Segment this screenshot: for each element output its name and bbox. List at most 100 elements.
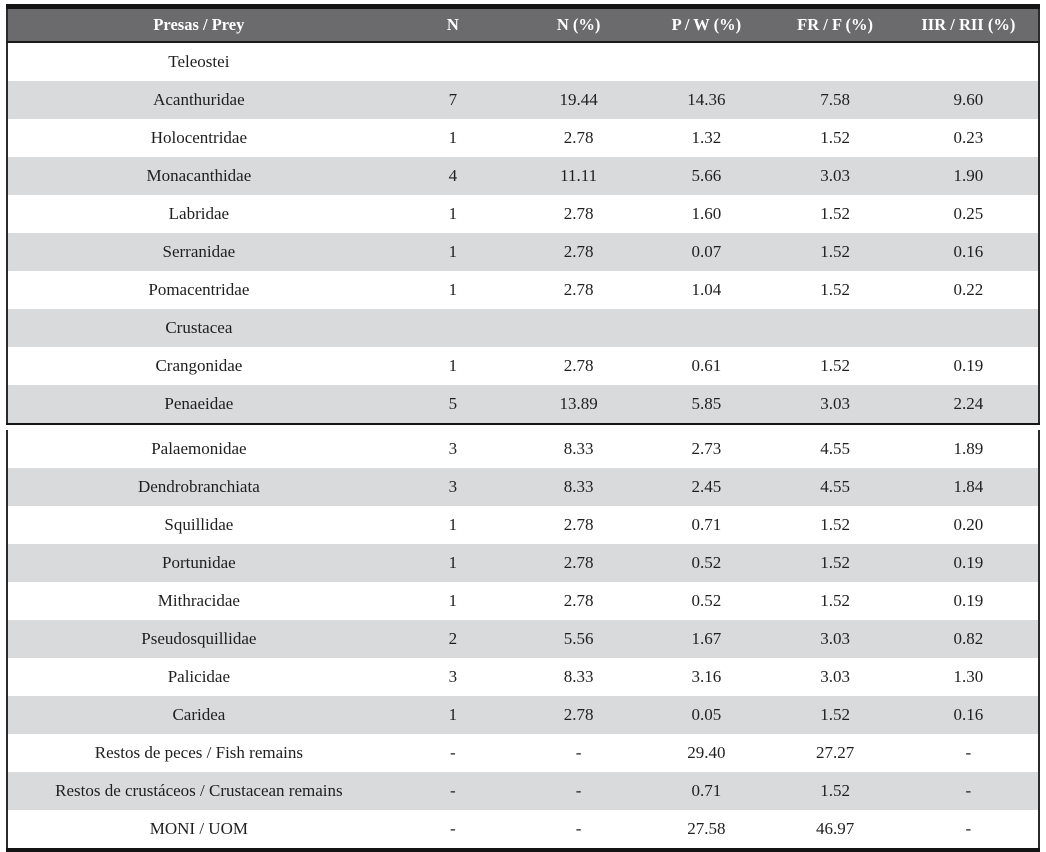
group-header-row: Crustacea (7, 309, 1039, 347)
value-cell: 0.05 (641, 696, 772, 734)
value-cell: 0.52 (691, 591, 722, 610)
value-cell: 5.85 (641, 385, 772, 424)
value-cell: - (515, 772, 642, 810)
table-row: Labridae 1 2.78 1.60 1.52 0.25 (7, 195, 1039, 233)
value-cell: 27.58 (687, 819, 726, 838)
value-cell: 1 (448, 204, 458, 223)
table-row: Serranidae 1 2.78 0.07 1.52 0.16 (7, 233, 1039, 271)
value-cell: 3.03 (820, 667, 850, 686)
value-cell: 1 (389, 233, 516, 271)
value-cell: 0.25 (953, 204, 984, 223)
value-cell: 7.58 (771, 81, 899, 119)
value-cell: 1.52 (820, 591, 850, 610)
value-cell: 3 (448, 667, 458, 686)
value-cell: - (389, 772, 516, 810)
value-cell: 1.52 (820, 515, 850, 534)
value-cell: 4.55 (820, 439, 850, 458)
prey-name-cell: Mithracidae (157, 591, 240, 610)
prey-name-cell: Palicidae (167, 667, 231, 686)
col-header-fr-pct: FR / F (%) (771, 6, 899, 43)
value-cell (771, 309, 899, 347)
table-row: Acanthuridae 7 19.44 14.36 7.58 9.60 (7, 81, 1039, 119)
value-cell: 1 (389, 696, 516, 734)
value-cell: 1.04 (691, 280, 722, 299)
value-cell: 2.78 (515, 544, 642, 582)
value-cell: 2.24 (898, 385, 1039, 424)
value-cell: 3.03 (771, 385, 899, 424)
prey-name-cell: Holocentridae (150, 128, 248, 147)
value-cell: - (450, 819, 456, 838)
value-cell: 8.33 (563, 667, 594, 686)
value-cell: 5.56 (515, 620, 642, 658)
value-cell: 0.71 (691, 515, 722, 534)
prey-name-cell: Labridae (168, 204, 230, 223)
value-cell (899, 42, 1039, 81)
col-header-prey: Presas / Prey (7, 6, 390, 43)
value-cell: 3.03 (771, 157, 899, 195)
value-cell: 1.52 (771, 772, 899, 810)
value-cell: 1.52 (771, 696, 899, 734)
table-row: Caridea 1 2.78 0.05 1.52 0.16 (7, 696, 1039, 734)
value-cell: 46.97 (815, 819, 855, 838)
prey-name-cell: Crustacea (7, 309, 390, 347)
prey-name-cell: Dendrobranchiata (7, 468, 390, 506)
table-row: Crangonidae 1 2.78 0.61 1.52 0.19 (7, 347, 1039, 385)
value-cell (516, 42, 641, 81)
value-cell: 13.89 (515, 385, 642, 424)
value-cell: 7 (389, 81, 516, 119)
value-cell: - (965, 819, 972, 838)
value-cell: 0.23 (953, 128, 984, 147)
value-cell: 5.66 (641, 157, 772, 195)
value-cell: 0.19 (953, 591, 984, 610)
value-cell: - (965, 743, 972, 762)
value-cell: 1 (448, 515, 458, 534)
value-cell: 0.52 (641, 544, 772, 582)
table-row: Pseudosquillidae 2 5.56 1.67 3.03 0.82 (7, 620, 1039, 658)
prey-name-cell: Crangonidae (155, 356, 243, 375)
value-cell: 1.52 (820, 204, 850, 223)
value-cell: 2.73 (691, 439, 722, 458)
value-cell: 0.07 (641, 233, 772, 271)
value-cell: 2.78 (563, 204, 594, 223)
value-cell: 8.33 (515, 468, 642, 506)
value-cell (771, 42, 898, 81)
value-cell: 1.60 (691, 204, 722, 223)
value-cell (641, 309, 772, 347)
prey-name-cell: MONI / UOM (149, 819, 248, 838)
value-cell: - (575, 819, 582, 838)
table-row: Restos de peces / Fish remains - - 29.40 27.… (7, 734, 1039, 772)
table-row: Penaeidae 5 13.89 5.85 3.03 2.24 (7, 385, 1039, 424)
value-cell: 2.78 (563, 128, 594, 147)
value-cell: 2.78 (563, 280, 594, 299)
value-cell: 2.78 (515, 233, 642, 271)
value-cell: 3 (448, 439, 458, 458)
value-cell: 3.16 (691, 667, 722, 686)
table-row: Palicidae 3 8.33 3.16 3.03 1.30 (7, 658, 1039, 696)
value-cell: 1.52 (820, 356, 850, 375)
prey-name-cell: Palaemonidae (151, 439, 247, 458)
col-header-n-pct: N (%) (515, 6, 642, 43)
value-cell: 1.32 (691, 128, 722, 147)
group-header-row: Teleostei (7, 42, 1039, 81)
value-cell: 1 (389, 544, 516, 582)
value-cell: 0.82 (898, 620, 1039, 658)
value-cell: 1.52 (820, 280, 850, 299)
value-cell: 19.44 (515, 81, 642, 119)
value-cell: 11.11 (515, 157, 642, 195)
value-cell: 29.40 (687, 743, 726, 762)
value-cell: 0.16 (898, 233, 1039, 271)
value-cell (515, 309, 642, 347)
value-cell: 14.36 (641, 81, 772, 119)
value-cell: 0.20 (953, 515, 984, 534)
value-cell: 1 (448, 356, 458, 375)
value-cell: 0.22 (953, 280, 984, 299)
value-cell: - (898, 772, 1039, 810)
value-cell (898, 309, 1039, 347)
upper-table-body: Teleostei Acanthuridae 7 19.44 14.36 7.58 9.60… (7, 42, 1039, 424)
table-row: Pomacentridae 1 2.78 1.04 1.52 0.22 (7, 271, 1039, 309)
value-cell: 1.52 (771, 544, 899, 582)
value-cell: - (575, 743, 582, 762)
value-cell: 1.67 (641, 620, 772, 658)
table-row: Portunidae 1 2.78 0.52 1.52 0.19 (7, 544, 1039, 582)
